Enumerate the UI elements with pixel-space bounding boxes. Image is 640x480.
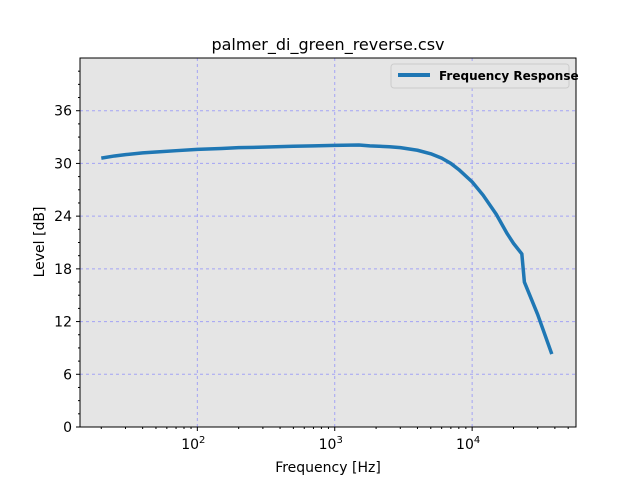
legend-label: Frequency Response (439, 69, 579, 83)
x-axis-label: Frequency [Hz] (275, 460, 381, 476)
y-axis-label: Level [dB] (32, 207, 48, 278)
grid (80, 58, 576, 427)
legend: Frequency Response (390, 63, 579, 89)
y-tick-label: 24 (54, 209, 72, 225)
plot-area (80, 58, 576, 427)
y-tick-label: 18 (54, 262, 72, 278)
legend-box (390, 63, 570, 89)
y-tick-label: 6 (63, 367, 72, 383)
series-layer (100, 143, 554, 355)
x-tick-label-exponent: 4 (474, 435, 480, 446)
x-tick-label-exponent: 2 (199, 435, 205, 446)
chart-title: palmer_di_green_reverse.csv (211, 35, 444, 55)
x-tick-label-exponent: 3 (336, 435, 342, 446)
y-tick-label: 0 (63, 420, 72, 436)
series-line-frequency-response (100, 143, 554, 355)
y-tick-label: 12 (54, 315, 72, 331)
y-tick-label: 30 (54, 156, 72, 172)
y-tick-label: 36 (54, 104, 72, 120)
